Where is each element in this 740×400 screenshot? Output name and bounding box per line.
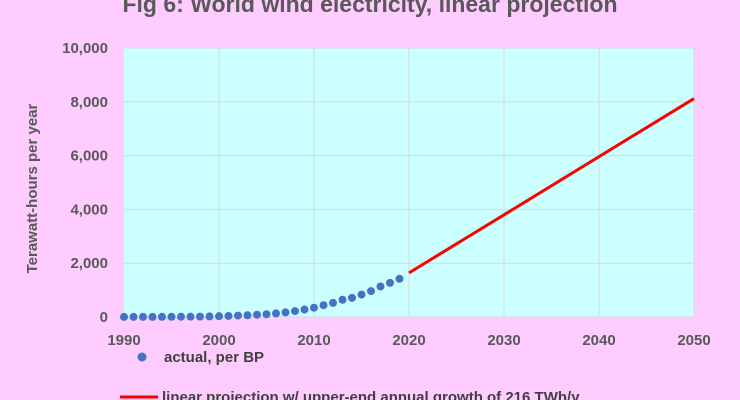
actual-data-point xyxy=(186,312,195,321)
actual-data-point xyxy=(243,311,252,320)
actual-data-point xyxy=(310,303,318,312)
actual-data-point xyxy=(348,293,356,302)
actual-data-point xyxy=(272,309,280,318)
actual-data-point xyxy=(253,310,261,319)
legend-label-actual: actual, per BP xyxy=(164,349,264,366)
actual-data-point xyxy=(281,308,290,317)
x-tick-label: 2040 xyxy=(582,332,615,349)
y-tick-label: 6,000 xyxy=(70,148,108,165)
actual-data-point xyxy=(395,274,404,283)
actual-data-point xyxy=(376,282,385,291)
x-tick-label: 2050 xyxy=(677,332,710,349)
actual-data-point xyxy=(291,307,299,316)
y-tick-label: 0 xyxy=(100,309,108,326)
y-tick-label: 4,000 xyxy=(70,201,108,218)
actual-data-point xyxy=(177,312,185,321)
legend-label-projection: linear projection w/ upper-end annual gr… xyxy=(162,389,580,400)
x-tick-label: 2030 xyxy=(487,332,520,349)
actual-data-point xyxy=(215,312,223,321)
actual-data-point xyxy=(129,312,138,321)
actual-data-point xyxy=(357,290,366,299)
actual-data-point xyxy=(120,312,128,321)
actual-data-point xyxy=(196,312,204,321)
y-tick-label: 2,000 xyxy=(70,255,108,272)
actual-data-point xyxy=(300,305,309,314)
x-tick-label: 1990 xyxy=(107,332,140,349)
actual-data-point xyxy=(386,278,394,287)
x-tick-label: 2010 xyxy=(297,332,330,349)
projection-line xyxy=(408,97,695,275)
actual-data-point xyxy=(167,312,176,321)
actual-data-point xyxy=(234,311,242,320)
chart-title: Fig 6: World wind electricity, linear pr… xyxy=(122,0,618,17)
legend-marker-actual xyxy=(137,352,147,362)
actual-data-point xyxy=(262,310,271,319)
y-tick-label: 10,000 xyxy=(62,40,108,57)
actual-data-point xyxy=(329,298,337,307)
actual-data-point xyxy=(319,301,328,310)
x-tick-label: 2020 xyxy=(392,332,425,349)
actual-data-point xyxy=(224,311,233,320)
actual-data-point xyxy=(205,312,214,321)
y-tick-label: 8,000 xyxy=(70,94,108,111)
actual-data-point xyxy=(367,287,375,296)
x-tick-label: 2000 xyxy=(202,332,235,349)
actual-data-point xyxy=(139,312,147,321)
actual-data-point xyxy=(338,295,347,304)
actual-data-point xyxy=(158,312,166,321)
y-axis-title: Terawatt-hours per year xyxy=(24,103,41,273)
actual-data-point xyxy=(148,312,157,321)
